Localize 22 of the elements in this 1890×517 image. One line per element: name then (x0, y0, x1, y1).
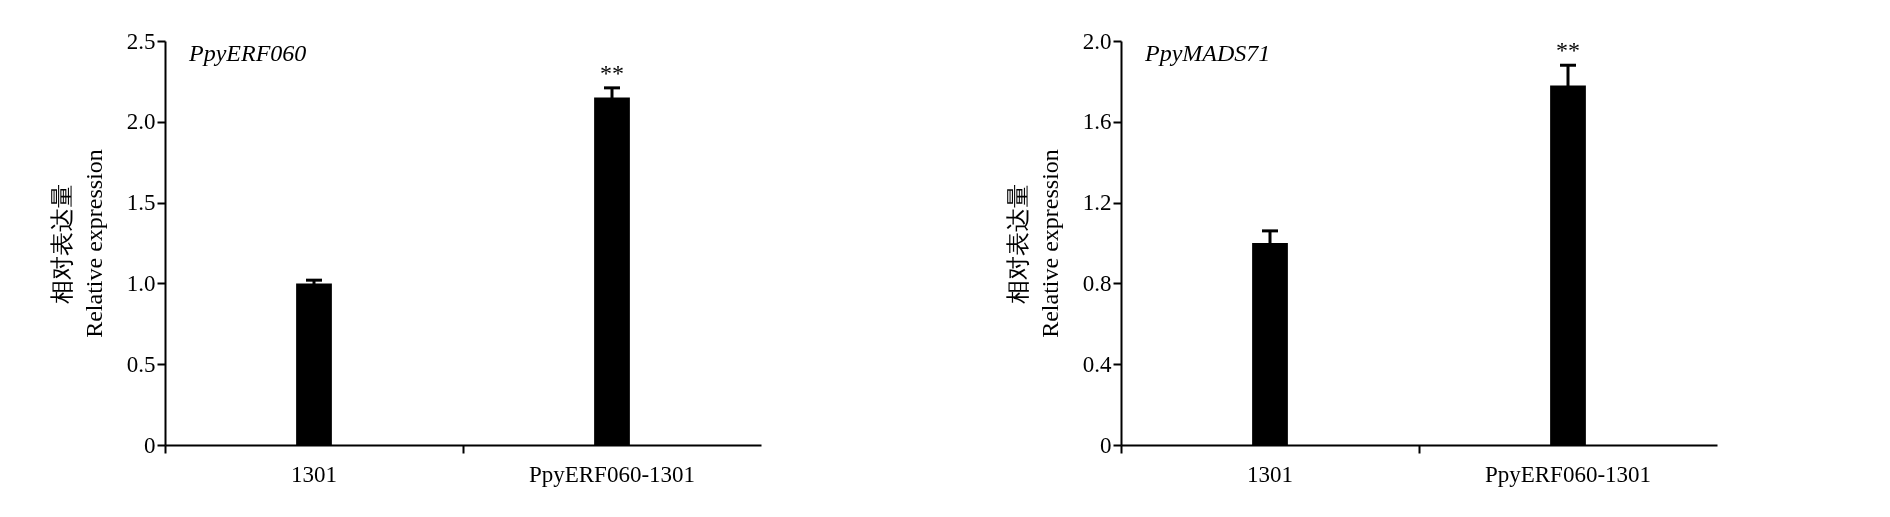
y-tick-label: 1.6 (1082, 109, 1112, 135)
y-tick-label: 2.0 (1082, 28, 1112, 54)
x-tick-label: 1301 (291, 461, 337, 487)
y-tick-label: 0.4 (1082, 351, 1112, 377)
y-tick-label: 0.5 (126, 351, 156, 377)
annotation: ** (600, 59, 624, 86)
y-tick-label: 0 (1100, 432, 1112, 458)
y-tick-label: 1.5 (126, 190, 156, 216)
y-tick-label: 0.8 (1082, 270, 1112, 296)
chart-title: PpyERF060 (188, 40, 307, 66)
chart-title: PpyMADS71 (1144, 40, 1271, 66)
x-tick-label: PpyERF060-1301 (1484, 461, 1652, 487)
x-tick-label: PpyERF060-1301 (528, 461, 696, 487)
y-axis-title: 相对表达量 Relative expression (48, 149, 107, 338)
y-tick-label: 2.0 (126, 109, 156, 135)
y-tick-label: 0 (144, 432, 156, 458)
y-axis-title: 相对表达量 Relative expression (1004, 149, 1063, 338)
y-tick-label: 1.0 (126, 270, 156, 296)
annotation: ** (1556, 37, 1580, 64)
y-tick-label: 1.2 (1082, 190, 1112, 216)
x-tick-label: 1301 (1247, 461, 1293, 487)
y-tick-label: 2.5 (126, 28, 156, 54)
